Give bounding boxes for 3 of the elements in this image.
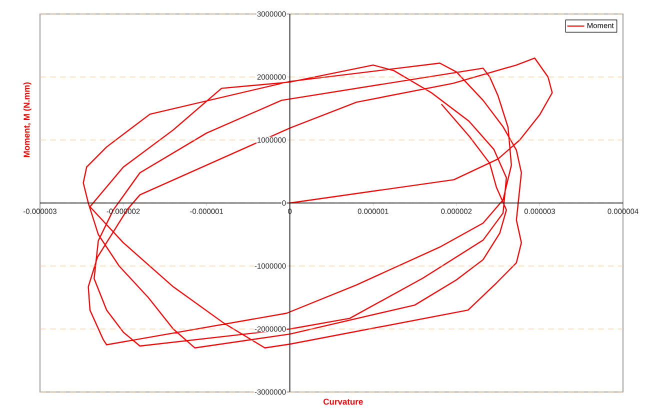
x-axis-title: Curvature <box>324 398 363 405</box>
y-axis-title: Moment, M (N.mm) <box>23 82 32 158</box>
line-series <box>82 58 553 348</box>
